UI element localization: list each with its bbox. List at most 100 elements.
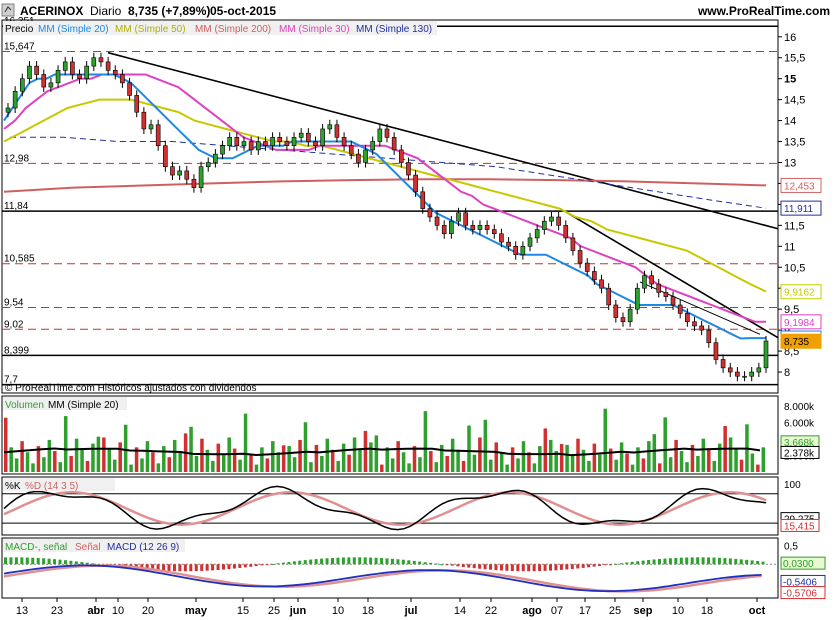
candle-body — [70, 61, 75, 75]
candle-body — [620, 317, 626, 323]
menu-icon[interactable] — [1, 3, 15, 17]
macd-hist-bar — [58, 559, 62, 565]
stochastic-d-line — [3, 491, 767, 526]
macd-tag-label: -0,5406 — [783, 577, 817, 588]
macd-hist-bar — [581, 564, 585, 568]
volume-bar — [647, 441, 651, 472]
volume-bar — [25, 452, 30, 472]
volume-bar — [14, 458, 19, 472]
candle-body — [370, 141, 375, 151]
volume-bar — [74, 438, 79, 472]
volume-bar — [538, 446, 542, 472]
candle-body — [284, 141, 290, 147]
macd-hist-bar — [74, 561, 78, 565]
candle-body — [84, 65, 89, 79]
macd-hist-bar — [25, 557, 29, 565]
macd-hist-bar — [216, 564, 220, 570]
volume-tick-label: 8.000k — [784, 402, 815, 413]
volume-bar — [162, 446, 166, 472]
macd-hist-bar — [205, 564, 209, 571]
candle-body — [456, 212, 461, 222]
macd-hist-bar — [450, 564, 454, 566]
volume-bar — [145, 441, 150, 472]
chart-icon — [4, 6, 12, 13]
candle-body — [241, 141, 247, 147]
candle-body — [77, 74, 82, 79]
volume-bar — [756, 464, 760, 472]
legend-price: Precio — [5, 24, 34, 35]
candle-body — [699, 325, 704, 331]
candle-body — [463, 212, 468, 226]
y-tick-label: 8,5 — [784, 346, 799, 358]
macd-hist-bar — [320, 558, 324, 565]
site-url[interactable]: www.ProRealTime.com — [697, 4, 830, 18]
candle-body — [205, 162, 211, 167]
macd-hist-bar — [461, 564, 465, 567]
volume-bar — [85, 460, 90, 472]
candle-body — [91, 57, 97, 67]
x-tick-label: 18 — [362, 605, 374, 617]
candle-body — [191, 178, 197, 188]
level-label: 10,585 — [4, 254, 35, 265]
volume-bar — [102, 437, 106, 472]
volume-bar — [701, 438, 706, 472]
volume-bar — [211, 460, 215, 472]
macd-hist-bar — [499, 564, 503, 571]
volume-tag-label: 3.668k — [784, 438, 815, 449]
volume-bar — [619, 442, 624, 472]
volume-bar — [113, 459, 117, 472]
x-tick-label: 07 — [551, 605, 563, 617]
macd-hist-bar — [303, 560, 307, 565]
macd-hist-bar — [538, 564, 542, 572]
volume-bar — [80, 449, 84, 472]
ticker: ACERINOX — [20, 4, 83, 18]
candle-body — [105, 61, 111, 71]
x-tick-label: 22 — [485, 605, 497, 617]
macd-hist-bar — [47, 558, 51, 565]
candle-body — [341, 137, 347, 147]
macd-hist-bar — [679, 557, 683, 565]
macd-hist-bar — [750, 560, 754, 565]
macd-hist-bar — [696, 557, 700, 565]
macd-hist-bar — [238, 564, 242, 568]
volume-bar — [189, 426, 193, 472]
level-label: 11,84 — [4, 201, 29, 212]
candle-body — [677, 304, 683, 314]
volume-bar — [489, 459, 493, 472]
macd-hist-bar — [156, 564, 160, 571]
candle-body — [735, 371, 740, 377]
macd-hist-bar — [380, 558, 384, 565]
macd-hist-bar — [314, 559, 318, 565]
volume-bar — [58, 462, 62, 472]
y-tick-label: 9,5 — [784, 304, 799, 316]
candle-body — [198, 166, 204, 188]
legend-ma200: MM (Simple 200) — [195, 24, 271, 35]
volume-bar — [401, 452, 406, 472]
macd-hist-bar — [162, 564, 166, 571]
volume-bar — [380, 464, 384, 472]
macd-hist-bar — [167, 564, 171, 571]
stochastic-legend: %K %D (14 3 5) — [3, 478, 115, 492]
candle-body — [763, 340, 769, 369]
volume-bar — [527, 452, 531, 472]
candle-body — [413, 174, 418, 193]
price-tag-label: 12,453 — [784, 181, 815, 192]
volume-bar — [663, 417, 667, 472]
macd-hist-bar — [614, 563, 618, 565]
candle-body — [48, 82, 54, 88]
volume-bar — [47, 439, 52, 472]
candle-body — [27, 65, 32, 79]
volume-bar — [521, 441, 526, 472]
y-tick-label: 15,5 — [784, 53, 805, 65]
volume-bar — [341, 443, 346, 472]
macd-hist-bar — [189, 564, 193, 572]
macd-hist-bar — [292, 561, 296, 565]
candle-body — [334, 124, 340, 138]
volume-bar — [140, 458, 144, 472]
volume-bar — [587, 460, 591, 472]
y-tick-label: 16 — [784, 32, 796, 44]
candle-body — [749, 371, 754, 377]
macd-hist-bar — [20, 557, 24, 565]
level-label: 8,399 — [4, 345, 29, 356]
x-tick-label: 25 — [268, 605, 280, 617]
